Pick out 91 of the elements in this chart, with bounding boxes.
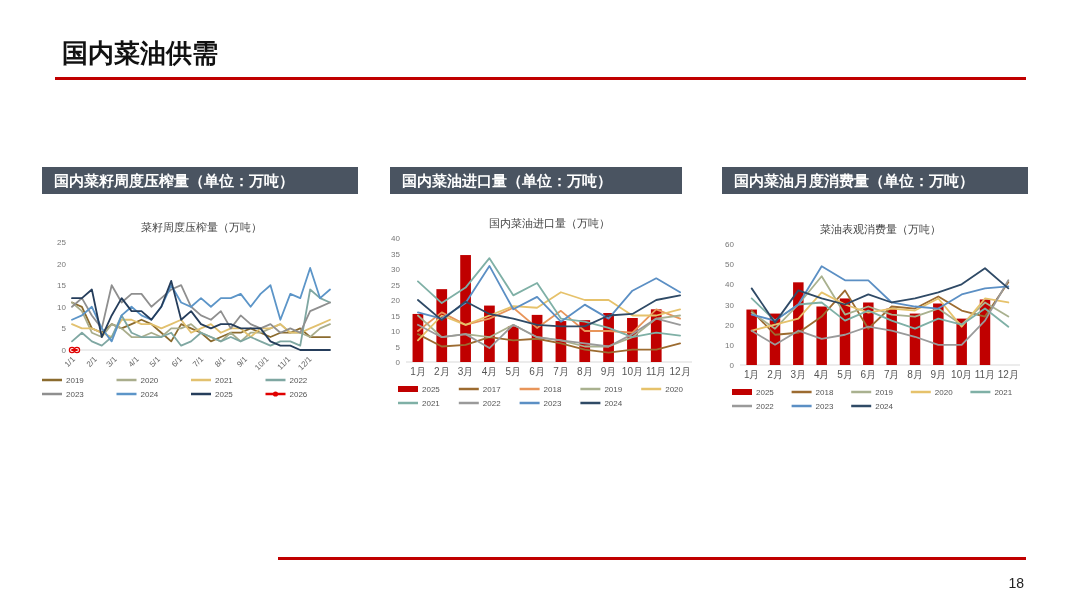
y-tick-label: 10 xyxy=(725,340,735,350)
legend-label: 2018 xyxy=(815,388,834,397)
y-tick-label: 50 xyxy=(725,260,735,270)
x-tick-label: 12月 xyxy=(997,369,1019,380)
x-tick-label: 1月 xyxy=(743,369,760,380)
chart-title: 国内菜籽周度压榨量（单位：万吨） xyxy=(54,172,294,189)
legend-label: 2021 xyxy=(422,399,441,408)
legend-label: 2025 xyxy=(756,388,775,397)
y-tick-label: 15 xyxy=(57,281,67,291)
legend-label: 2024 xyxy=(140,390,159,399)
y-tick-label: 25 xyxy=(391,280,401,290)
y-tick-label: 15 xyxy=(391,311,401,321)
legend-label: 2019 xyxy=(66,376,85,385)
x-tick-label: 10月 xyxy=(621,366,643,377)
x-tick-label: 10/1 xyxy=(253,354,271,373)
x-tick-label: 11月 xyxy=(646,366,667,377)
legend-label: 2022 xyxy=(289,376,308,385)
y-tick-label: 10 xyxy=(391,327,401,336)
x-tick-label: 12月 xyxy=(669,366,691,377)
x-tick-label: 5/1 xyxy=(147,354,163,369)
x-tick-label: 2月 xyxy=(433,366,450,377)
x-tick-label: 6月 xyxy=(860,369,877,380)
x-tick-label: 8月 xyxy=(907,369,923,380)
chart-title: 国内菜油月度消费量（单位：万吨） xyxy=(734,172,974,189)
legend-label: 2025 xyxy=(422,385,441,394)
legend-label: 2022 xyxy=(482,399,502,408)
legend-label: 2020 xyxy=(665,385,684,394)
chart-subtitle: 国内菜油进口量（万吨） xyxy=(488,217,610,229)
x-tick-label: 11/1 xyxy=(275,354,293,372)
y-tick-label: 30 xyxy=(725,300,735,310)
y-tick-label: 20 xyxy=(725,320,735,330)
x-tick-label: 5月 xyxy=(505,366,522,377)
x-tick-label: 6/1 xyxy=(169,354,185,369)
legend-label: 2017 xyxy=(482,385,502,394)
y-tick-label: 20 xyxy=(391,296,401,305)
y-tick-label: 20 xyxy=(57,259,67,269)
legend-label: 2021 xyxy=(994,388,1013,397)
x-tick-label: 5月 xyxy=(837,369,853,380)
legend-label: 2023 xyxy=(66,390,85,399)
x-tick-label: 3月 xyxy=(790,369,807,380)
chart-title: 国内菜油进口量（单位：万吨） xyxy=(402,172,612,189)
x-tick-label: 4月 xyxy=(813,369,830,380)
x-tick-label: 8月 xyxy=(576,366,593,377)
x-tick-label: 3/1 xyxy=(104,354,120,369)
x-tick-label: 1/1 xyxy=(62,354,78,369)
y-tick-label: 40 xyxy=(725,280,735,290)
chart-subtitle: 菜籽周度压榨量（万吨） xyxy=(140,221,262,233)
text: 18 xyxy=(1008,575,1025,591)
chart-subtitle: 菜油表观消费量（万吨） xyxy=(819,223,941,235)
x-tick-label: 9月 xyxy=(930,369,947,380)
x-tick-label: 4月 xyxy=(481,366,498,377)
legend-label: 2022 xyxy=(756,402,775,411)
text: 国内菜油供需 xyxy=(62,38,218,68)
y-tick-label: 0 xyxy=(729,361,735,370)
legend-label: 2020 xyxy=(934,388,954,397)
x-tick-label: 9月 xyxy=(600,366,617,377)
legend-label: 2021 xyxy=(215,376,234,385)
x-tick-label: 2/1 xyxy=(84,354,100,369)
legend-label: 2026 xyxy=(289,390,308,399)
x-tick-label: 7月 xyxy=(553,366,569,377)
y-tick-label: 5 xyxy=(395,342,401,352)
x-tick-label: 7月 xyxy=(883,369,900,380)
x-tick-label: 3月 xyxy=(457,366,474,377)
y-tick-label: 40 xyxy=(391,234,401,243)
x-tick-label: 10月 xyxy=(951,369,973,380)
x-tick-label: 6月 xyxy=(529,366,545,377)
x-tick-label: 9/1 xyxy=(234,354,250,369)
y-tick-label: 0 xyxy=(395,358,401,367)
legend-label: 2024 xyxy=(875,402,894,411)
legend-label: 2019 xyxy=(604,385,623,394)
y-tick-label: 10 xyxy=(57,302,67,312)
x-tick-label: 12/1 xyxy=(296,354,315,373)
x-tick-label: 1月 xyxy=(410,366,426,377)
legend-label: 2025 xyxy=(215,390,234,399)
y-tick-label: 5 xyxy=(61,324,67,334)
legend-label: 2023 xyxy=(543,399,562,408)
x-tick-label: 2月 xyxy=(767,369,783,380)
x-tick-label: 4/1 xyxy=(126,354,142,369)
legend-label: 2023 xyxy=(815,402,834,411)
x-tick-label: 7/1 xyxy=(191,354,206,369)
legend-label: 2018 xyxy=(543,385,562,394)
y-tick-label: 60 xyxy=(725,240,735,249)
legend-label: 2019 xyxy=(875,388,894,397)
y-tick-label: 35 xyxy=(391,249,401,259)
y-tick-label: 30 xyxy=(391,265,401,274)
y-tick-label: 0 xyxy=(61,346,67,355)
x-tick-label: 8/1 xyxy=(212,354,228,369)
x-tick-label: 11月 xyxy=(974,369,996,380)
y-tick-label: 25 xyxy=(57,238,67,247)
legend-label: 2020 xyxy=(140,376,159,385)
legend-label: 2024 xyxy=(604,399,623,408)
